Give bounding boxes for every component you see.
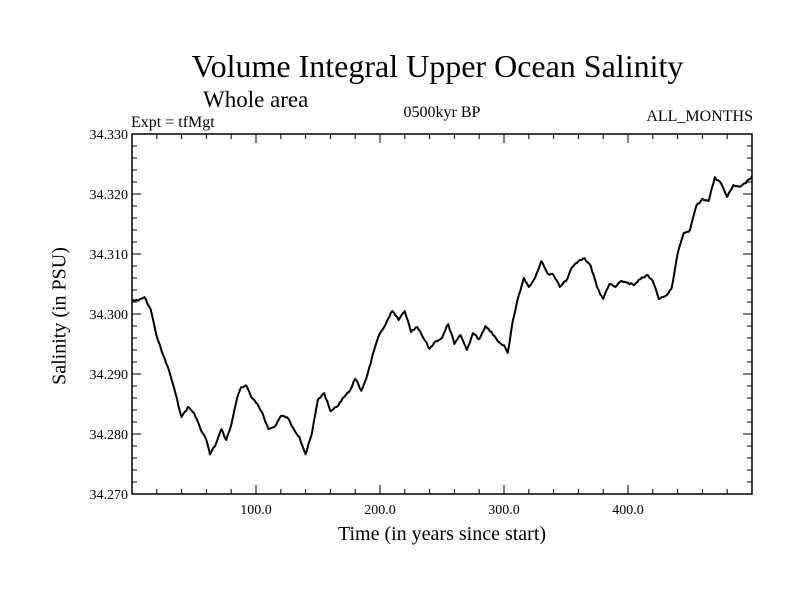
chart-subtitle: Whole area xyxy=(203,87,309,112)
x-tick-label: 400.0 xyxy=(612,503,644,518)
x-axis-label: Time (in years since start) xyxy=(337,523,547,545)
y-axis-label-container: Salinity (in PSU) xyxy=(40,0,80,600)
plot-frame xyxy=(131,133,753,495)
tick-labels: 100.0 200.0 300.0 400.0 34.270 34.280 34.290 34… xyxy=(90,128,644,518)
series-line xyxy=(131,175,753,456)
x-tick-label: 200.0 xyxy=(364,503,396,518)
months-label: ALL_MONTHS xyxy=(646,108,753,125)
y-tick-label: 34.320 xyxy=(90,188,129,203)
y-tick-label: 34.290 xyxy=(90,368,129,383)
y-tick-label: 34.310 xyxy=(90,248,129,263)
y-tick-label: 34.270 xyxy=(90,488,129,503)
y-tick-label: 34.330 xyxy=(90,128,129,143)
y-axis-label: Salinity (in PSU) xyxy=(48,247,71,385)
y-tick-label: 34.280 xyxy=(90,428,129,443)
y-tick-label: 34.300 xyxy=(90,308,129,323)
axis-ticks xyxy=(132,134,752,494)
experiment-label: Expt = tfMgt xyxy=(131,114,215,131)
x-tick-label: 300.0 xyxy=(488,503,520,518)
x-tick-label: 100.0 xyxy=(240,503,272,518)
period-label: 0500kyr BP xyxy=(403,104,481,121)
chart-title: Volume Integral Upper Ocean Salinity xyxy=(191,48,684,84)
